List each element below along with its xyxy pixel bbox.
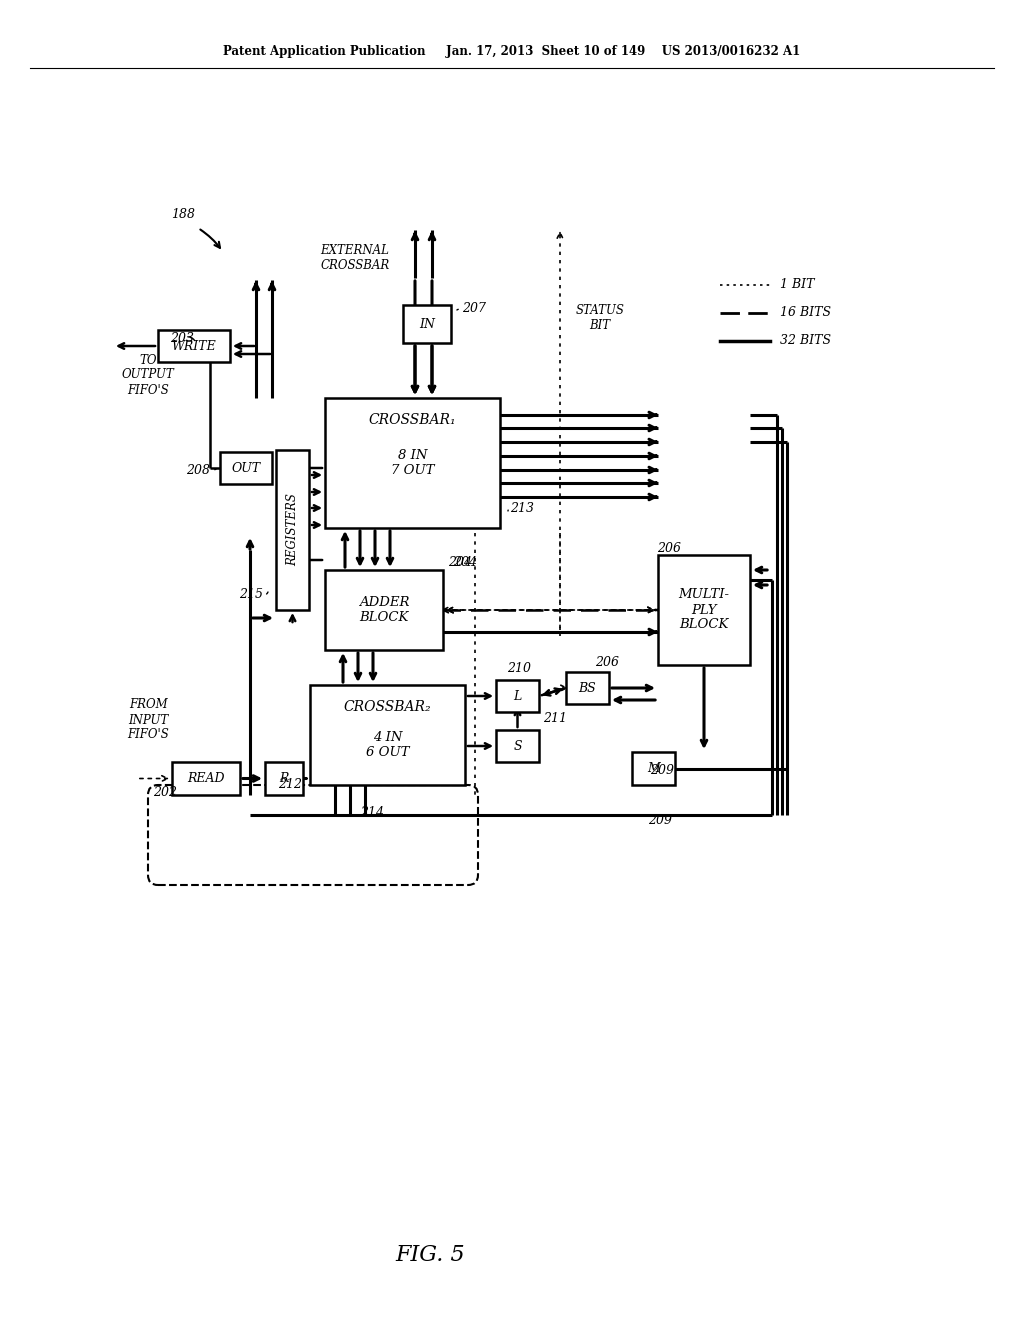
Bar <box>158 330 230 362</box>
Text: FROM
INPUT
FIFO'S: FROM INPUT FIFO'S <box>127 698 169 742</box>
Text: 211: 211 <box>543 711 567 725</box>
Text: ADDER
BLOCK: ADDER BLOCK <box>358 597 410 624</box>
Bar <box>658 554 750 665</box>
Text: FIG. 5: FIG. 5 <box>395 1243 465 1266</box>
Bar <box>403 305 451 343</box>
Text: 4 IN
6 OUT: 4 IN 6 OUT <box>366 731 410 759</box>
Text: 214: 214 <box>360 807 384 820</box>
Text: 206: 206 <box>657 541 681 554</box>
Text: 202: 202 <box>153 785 177 799</box>
Text: 213: 213 <box>510 502 534 515</box>
Text: 209: 209 <box>648 813 672 826</box>
Text: CROSSBAR₁: CROSSBAR₁ <box>369 413 457 426</box>
Text: R: R <box>280 772 289 785</box>
Text: MULTI-
PLY
BLOCK: MULTI- PLY BLOCK <box>679 589 729 631</box>
Text: Patent Application Publication     Jan. 17, 2013  Sheet 10 of 149    US 2013/001: Patent Application Publication Jan. 17, … <box>223 45 801 58</box>
Text: WRITE: WRITE <box>172 339 216 352</box>
Text: CROSSBAR₂: CROSSBAR₂ <box>344 700 431 714</box>
Text: OUT: OUT <box>231 462 260 474</box>
Bar <box>172 762 240 795</box>
Text: S: S <box>513 739 522 752</box>
Bar <box>496 680 539 711</box>
Text: READ: READ <box>187 772 224 785</box>
Text: REGISTERS: REGISTERS <box>286 494 299 566</box>
Text: 1 BIT: 1 BIT <box>780 279 814 292</box>
Bar <box>265 762 303 795</box>
Text: 16 BITS: 16 BITS <box>780 306 831 319</box>
Text: 208: 208 <box>186 463 210 477</box>
Bar <box>220 451 272 484</box>
Text: 210: 210 <box>507 661 531 675</box>
Text: TO
OUTPUT
FIFO'S: TO OUTPUT FIFO'S <box>122 354 174 396</box>
Text: 204: 204 <box>449 557 472 569</box>
Text: M: M <box>647 762 659 775</box>
Bar <box>496 730 539 762</box>
Text: 203: 203 <box>170 331 194 345</box>
Text: 188: 188 <box>171 207 195 220</box>
Text: 209: 209 <box>650 763 674 776</box>
Bar <box>310 685 465 785</box>
Text: 212: 212 <box>278 779 302 792</box>
Text: 207: 207 <box>462 301 486 314</box>
Bar <box>276 450 309 610</box>
Bar <box>325 570 443 649</box>
Text: 8 IN
7 OUT: 8 IN 7 OUT <box>391 449 434 477</box>
Bar <box>566 672 609 704</box>
Text: 204: 204 <box>453 556 477 569</box>
Bar <box>325 399 500 528</box>
Text: 32 BITS: 32 BITS <box>780 334 831 347</box>
Text: 206: 206 <box>595 656 618 668</box>
Text: BS: BS <box>579 681 596 694</box>
Text: IN: IN <box>419 318 435 330</box>
Bar <box>632 752 675 785</box>
Text: STATUS
BIT: STATUS BIT <box>575 304 625 333</box>
Text: 215: 215 <box>239 589 263 602</box>
Text: EXTERNAL
CROSSBAR: EXTERNAL CROSSBAR <box>321 244 389 272</box>
Text: L: L <box>513 689 521 702</box>
